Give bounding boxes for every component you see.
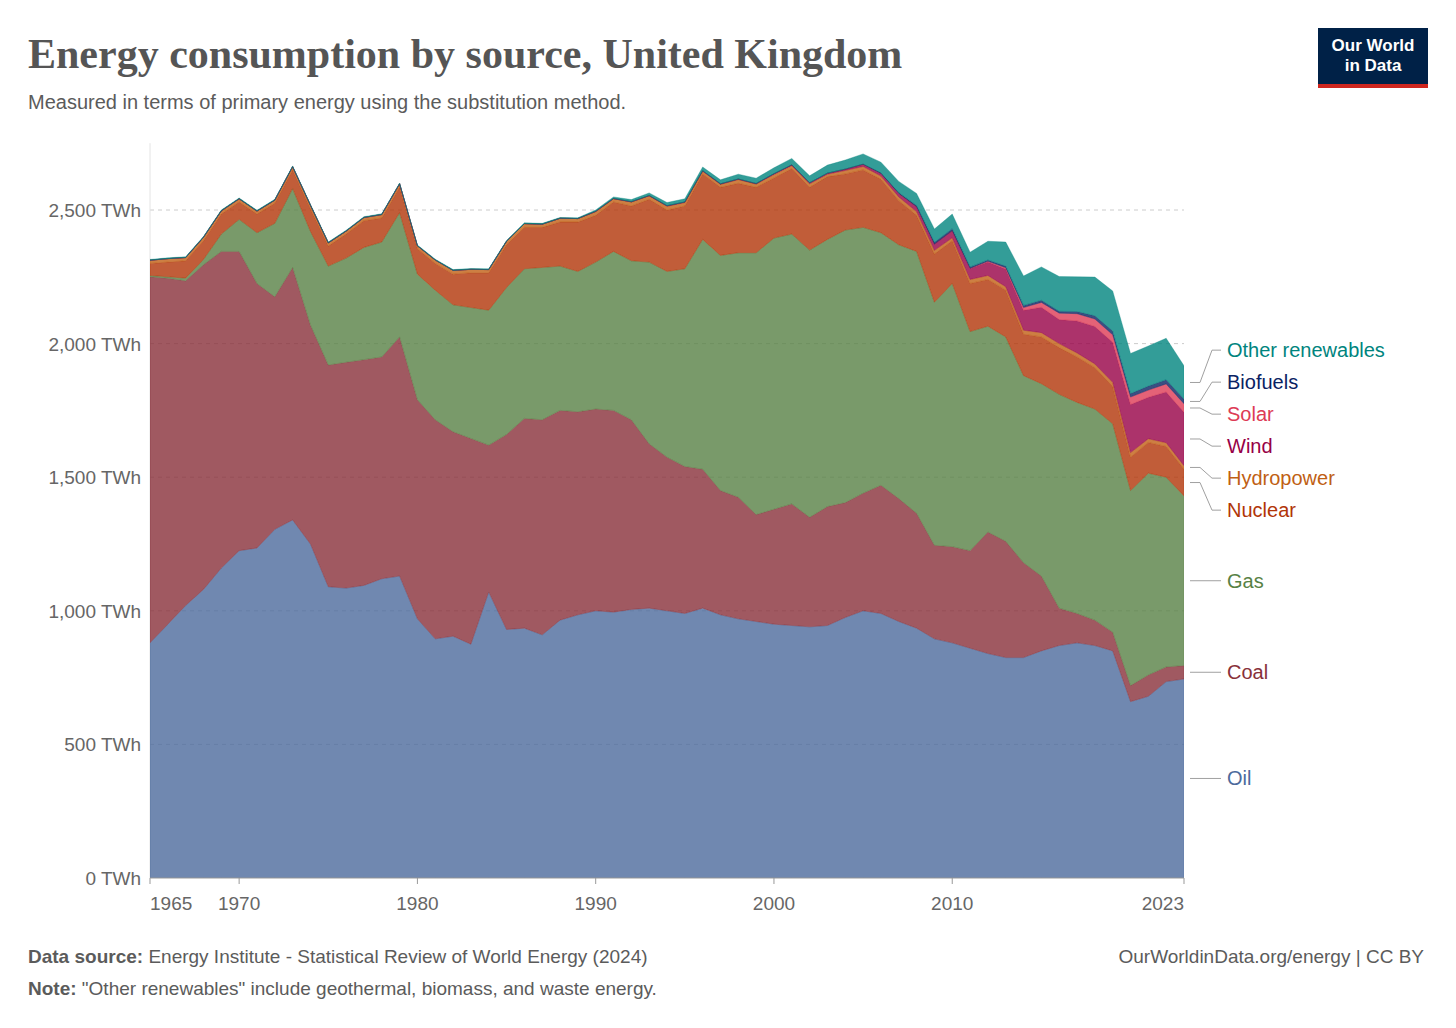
label-connector bbox=[1190, 439, 1221, 446]
y-tick-label: 0 TWh bbox=[85, 868, 141, 889]
footer-label: Note: bbox=[28, 978, 77, 999]
x-tick-label: 1970 bbox=[218, 893, 260, 914]
y-tick-label: 500 TWh bbox=[64, 734, 141, 755]
legend: Other renewables Biofuels Solar Wind Hydropo… bbox=[1190, 339, 1385, 789]
label-connector bbox=[1190, 580, 1221, 581]
label-connector bbox=[1190, 350, 1221, 382]
footer-text: Data source: Energy Institute - Statisti… bbox=[28, 946, 648, 967]
label-connector bbox=[1190, 382, 1221, 401]
label-connector bbox=[1190, 483, 1221, 511]
page: {"chart_data": { "type": "area", "title"… bbox=[0, 0, 1456, 1028]
y-tick-label: 1,000 TWh bbox=[48, 601, 141, 622]
series-label: Solar bbox=[1227, 403, 1274, 425]
series-label: Oil bbox=[1227, 767, 1251, 789]
areas bbox=[150, 154, 1184, 878]
series-label: Biofuels bbox=[1227, 371, 1298, 393]
x-tick bbox=[239, 878, 240, 884]
y-tick-label: 2,500 TWh bbox=[48, 200, 141, 221]
x-tick bbox=[595, 878, 596, 884]
x-axis-line bbox=[150, 878, 1184, 879]
footer-value: Energy Institute - Statistical Review of… bbox=[148, 946, 647, 967]
series-label: Nuclear bbox=[1227, 499, 1296, 521]
series-label: Wind bbox=[1227, 435, 1273, 457]
x-tick-label: 2010 bbox=[931, 893, 973, 914]
x-tick bbox=[773, 878, 774, 884]
series-label: Gas bbox=[1227, 570, 1264, 592]
series-label: Other renewables bbox=[1227, 339, 1385, 361]
footer-value: "Other renewables" include geothermal, b… bbox=[82, 978, 657, 999]
x-tick-label: 1980 bbox=[396, 893, 438, 914]
footer-text: Note: "Other renewables" include geother… bbox=[28, 978, 657, 999]
x-tick-label: 1990 bbox=[575, 893, 617, 914]
label-connector bbox=[1190, 408, 1221, 414]
footer-label: Data source: bbox=[28, 946, 143, 967]
x-tick bbox=[417, 878, 418, 884]
area bbox=[150, 154, 1184, 399]
label-connector bbox=[1190, 672, 1221, 673]
x-tick-label: 2023 bbox=[1142, 893, 1184, 914]
logo: Our World in Data bbox=[1318, 28, 1428, 88]
footer-text: OurWorldinData.org/energy | CC BY bbox=[1118, 946, 1424, 967]
x-tick bbox=[1184, 878, 1185, 884]
subtitle: Measured in terms of primary energy usin… bbox=[28, 91, 626, 113]
x-tick-label: 1965 bbox=[150, 893, 192, 914]
footer-value: OurWorldinData.org/energy | CC BY bbox=[1118, 946, 1424, 967]
series-label: Hydropower bbox=[1227, 467, 1335, 489]
title: Energy consumption by source, United Kin… bbox=[28, 31, 902, 77]
x-tick-label: 2000 bbox=[753, 893, 795, 914]
y-tick-label: 1,500 TWh bbox=[48, 467, 141, 488]
label-connector bbox=[1190, 778, 1221, 779]
area bbox=[150, 164, 1184, 465]
y-tick-label: 2,000 TWh bbox=[48, 334, 141, 355]
x-tick bbox=[952, 878, 953, 884]
series-label: Coal bbox=[1227, 661, 1268, 683]
x-tick bbox=[150, 878, 151, 884]
label-connector bbox=[1190, 467, 1221, 478]
chart: Energy consumption by source, United Kin… bbox=[0, 0, 1456, 1028]
